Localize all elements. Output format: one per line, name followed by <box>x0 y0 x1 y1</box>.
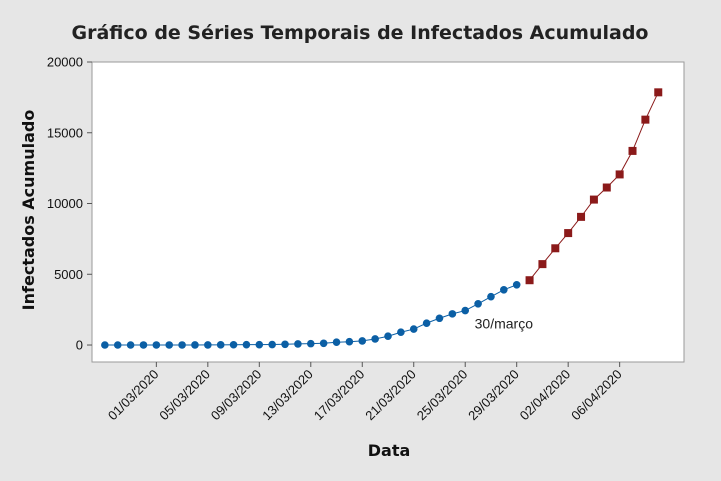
data-point <box>538 260 547 269</box>
y-tick-label: 15000 <box>47 125 83 140</box>
data-point <box>255 340 264 349</box>
data-point <box>216 341 225 349</box>
data-point <box>242 340 251 349</box>
y-axis: 0 5000 10000 15000 20000 <box>47 55 92 353</box>
y-tick-label: 20000 <box>47 55 83 70</box>
data-point <box>165 341 174 349</box>
data-point <box>358 337 367 345</box>
data-point <box>306 339 315 348</box>
y-tick-label: 5000 <box>54 267 83 282</box>
data-point <box>577 212 586 221</box>
data-point <box>551 244 560 253</box>
data-point <box>500 285 508 294</box>
data-point <box>332 338 341 346</box>
data-point <box>461 306 470 315</box>
data-point <box>152 341 161 349</box>
data-point <box>178 341 186 349</box>
data-point <box>371 335 379 343</box>
x-axis-title: Data <box>368 441 411 460</box>
data-point <box>229 340 238 349</box>
data-point <box>602 183 611 192</box>
data-point <box>191 341 199 349</box>
data-point <box>126 341 135 349</box>
data-point <box>589 195 598 204</box>
data-point <box>628 146 637 155</box>
data-point <box>435 314 444 323</box>
data-point <box>615 170 624 179</box>
data-point <box>448 310 457 318</box>
data-point <box>204 341 212 349</box>
data-point <box>525 276 534 285</box>
annotation-layer: 30/março <box>475 316 534 332</box>
y-tick-label: 10000 <box>47 196 83 211</box>
data-point <box>397 328 405 337</box>
data-point <box>384 332 392 341</box>
y-axis-title: Infectados Acumulado <box>19 110 38 311</box>
data-point <box>487 292 495 301</box>
chart-title: Gráfico de Séries Temporais de Infectado… <box>72 22 649 44</box>
data-point <box>139 341 148 349</box>
data-point <box>268 340 276 349</box>
data-point <box>345 337 354 346</box>
data-point <box>654 88 663 97</box>
data-point <box>512 280 521 289</box>
data-point <box>101 341 109 349</box>
data-point <box>564 229 573 238</box>
annotation-label: 30/março <box>475 316 534 332</box>
data-point <box>474 299 482 308</box>
series-layer <box>101 88 663 349</box>
data-point <box>294 340 302 348</box>
data-point <box>113 341 122 349</box>
data-point <box>319 339 328 348</box>
data-point <box>641 115 650 124</box>
data-point <box>281 340 289 349</box>
y-tick-label: 0 <box>76 338 83 353</box>
data-point <box>422 319 431 327</box>
data-point <box>409 325 418 333</box>
plot-area <box>91 61 685 363</box>
